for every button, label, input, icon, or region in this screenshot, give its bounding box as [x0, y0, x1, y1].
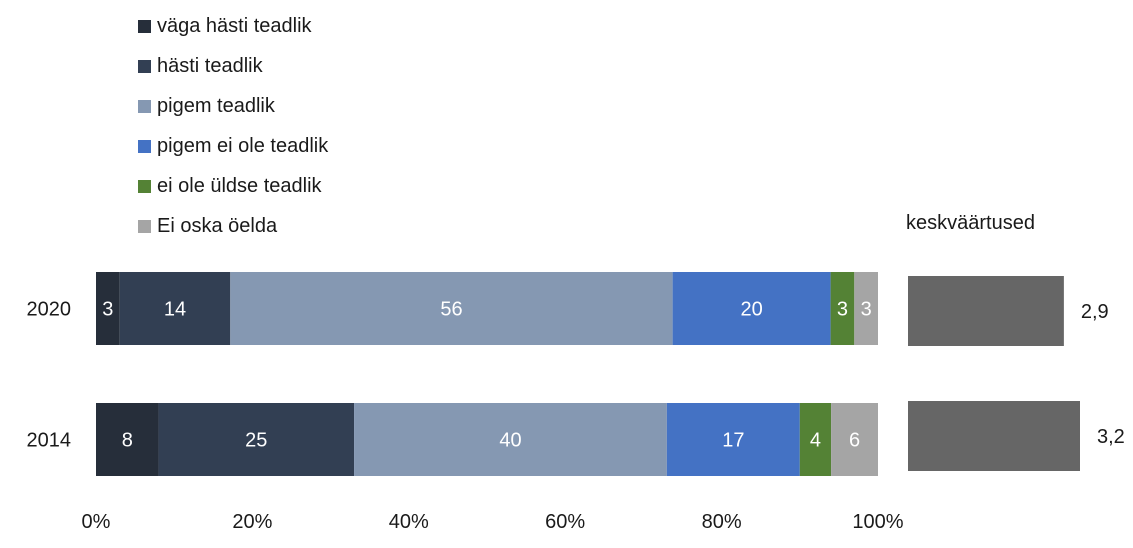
data-label: 3	[861, 299, 872, 321]
bar-segment	[354, 403, 667, 476]
legend-swatch	[138, 19, 151, 33]
x-tick-label: 0%	[82, 511, 111, 533]
data-label: 17	[722, 430, 744, 452]
data-label: 25	[245, 430, 267, 452]
bar-segment	[854, 272, 878, 345]
legend-item: pigem ei ole teadlik	[138, 126, 328, 166]
legend-swatch	[138, 139, 151, 153]
legend-swatch	[138, 219, 151, 233]
data-label: 20	[740, 299, 762, 321]
mean-value-label: 3,2	[1097, 426, 1125, 448]
bar-segment	[672, 272, 831, 345]
legend-label: hästi teadlik	[157, 54, 263, 77]
bar-segment	[96, 272, 120, 345]
bar-segment	[230, 272, 673, 345]
legend-item: pigem teadlik	[138, 86, 328, 126]
legend-item: Ei oska öelda	[138, 206, 328, 246]
data-label: 56	[440, 299, 462, 321]
legend-label: pigem ei ole teadlik	[157, 134, 329, 157]
legend: väga hästi teadlik hästi teadlik pigem tea…	[138, 6, 328, 246]
data-label: 4	[810, 430, 821, 452]
mean-value-label: 2,9	[1081, 301, 1109, 323]
legend-swatch	[138, 59, 151, 73]
x-tick-label: 80%	[702, 511, 742, 533]
category-label: 2014	[27, 430, 72, 452]
legend-swatch	[138, 179, 151, 193]
means-title: keskväärtused	[906, 212, 1035, 234]
legend-item: väga hästi teadlik	[138, 6, 328, 46]
bar-segment	[158, 403, 355, 476]
bar-segment	[96, 403, 159, 476]
legend-label: väga hästi teadlik	[157, 14, 312, 37]
data-label: 6	[849, 430, 860, 452]
data-label: 3	[837, 299, 848, 321]
bar-segment	[830, 272, 855, 345]
mean-bar	[908, 276, 1064, 346]
x-tick-label: 100%	[852, 511, 903, 533]
category-label: 2020	[27, 299, 72, 321]
x-tick-label: 20%	[232, 511, 272, 533]
bar-segment	[799, 403, 832, 476]
legend-label: ei ole üldse teadlik	[157, 174, 322, 197]
x-tick-label: 40%	[389, 511, 429, 533]
legend-item: hästi teadlik	[138, 46, 328, 86]
bar-segment	[666, 403, 800, 476]
data-label: 14	[164, 299, 186, 321]
bar-segment	[119, 272, 231, 345]
data-label: 8	[122, 430, 133, 452]
data-label: 3	[102, 299, 113, 321]
legend-label: pigem teadlik	[157, 94, 275, 117]
legend-swatch	[138, 99, 151, 113]
x-tick-label: 60%	[545, 511, 585, 533]
data-label: 40	[499, 430, 521, 452]
mean-bar	[908, 401, 1080, 471]
bar-segment	[831, 403, 878, 476]
legend-item: ei ole üldse teadlik	[138, 166, 328, 206]
legend-label: Ei oska öelda	[157, 214, 278, 237]
